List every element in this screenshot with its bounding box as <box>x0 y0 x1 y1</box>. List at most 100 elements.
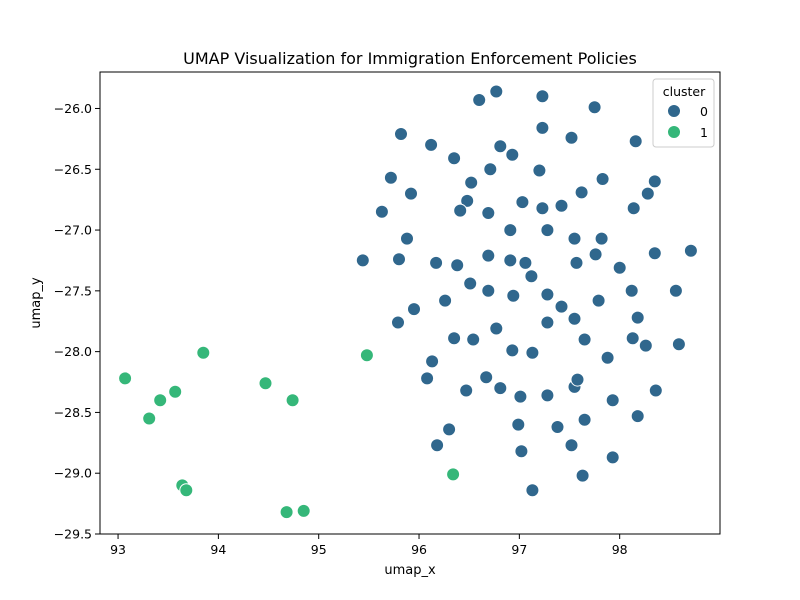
point-cluster-0-44 <box>647 246 662 261</box>
point-cluster-0-16 <box>595 172 610 186</box>
y-tick-label: −29.5 <box>54 527 92 542</box>
point-cluster-0-70 <box>600 350 615 365</box>
y-tick-label: −28.0 <box>54 344 92 359</box>
point-cluster-0-91 <box>525 483 540 498</box>
point-cluster-0-21 <box>640 186 655 201</box>
point-cluster-0-72 <box>420 371 435 386</box>
x-tick-label: 98 <box>612 542 628 557</box>
point-cluster-0-76 <box>513 389 528 404</box>
point-cluster-0-42 <box>588 247 603 262</box>
point-cluster-0-85 <box>630 409 645 424</box>
y-tick-label: −27.5 <box>54 283 92 298</box>
point-cluster-0-81 <box>648 383 663 398</box>
point-cluster-0-55 <box>438 293 453 308</box>
point-cluster-0-90 <box>605 450 620 465</box>
point-cluster-0-50 <box>540 287 555 302</box>
point-cluster-0-84 <box>577 412 592 427</box>
point-cluster-0-45 <box>683 243 698 258</box>
point-cluster-1-2 <box>153 393 168 408</box>
point-cluster-0-35 <box>392 252 406 267</box>
point-cluster-0-79 <box>570 372 585 387</box>
legend-title: cluster <box>663 84 706 99</box>
point-cluster-1-6 <box>179 483 194 498</box>
y-axis: −26.0 −26.5 −27.0 −27.5 −28.0 −28.5 −29.0 −29.5 <box>54 101 100 542</box>
point-cluster-0-61 <box>540 315 555 330</box>
point-cluster-1-12 <box>446 467 461 482</box>
point-cluster-0-46 <box>524 269 539 284</box>
point-cluster-0-63 <box>577 332 592 347</box>
point-cluster-0-71 <box>425 354 440 369</box>
chart-title: UMAP Visualization for Immigration Enfor… <box>183 49 637 68</box>
point-cluster-0-25 <box>515 195 530 210</box>
point-cluster-0-23 <box>453 203 468 218</box>
point-cluster-0-18 <box>404 186 418 201</box>
point-cluster-0-54 <box>668 283 683 298</box>
point-cluster-0-40 <box>518 255 533 270</box>
point-cluster-0-6 <box>493 139 508 154</box>
x-axis: 93 94 95 96 97 98 <box>110 534 628 557</box>
plot-frame <box>99 71 721 535</box>
point-cluster-0-89 <box>564 438 579 453</box>
point-cluster-0-87 <box>442 422 457 437</box>
point-cluster-0-2 <box>535 89 550 104</box>
y-tick-label: −29.0 <box>54 466 92 481</box>
point-cluster-0-36 <box>429 255 444 270</box>
point-cluster-0-28 <box>626 201 641 216</box>
point-cluster-0-59 <box>466 332 481 347</box>
point-cluster-0-13 <box>464 175 479 190</box>
x-tick-label: 96 <box>411 542 427 557</box>
point-cluster-0-41 <box>569 255 584 270</box>
point-cluster-0-26 <box>535 201 550 216</box>
point-cluster-1-7 <box>258 376 273 391</box>
points-layer <box>118 84 698 520</box>
y-tick-label: −26.5 <box>54 162 92 177</box>
point-cluster-0-58 <box>447 331 462 346</box>
point-cluster-0-27 <box>554 198 569 213</box>
y-tick-label: −27.0 <box>54 223 92 238</box>
y-axis-label: umap_y <box>29 277 44 329</box>
point-cluster-0-5 <box>424 137 439 152</box>
legend-marker-cluster-0 <box>667 104 681 118</box>
point-cluster-0-31 <box>540 223 555 238</box>
point-cluster-0-29 <box>400 231 414 246</box>
point-cluster-1-9 <box>279 505 294 520</box>
point-cluster-0-51 <box>554 299 569 314</box>
point-cluster-0-74 <box>479 370 494 385</box>
point-cluster-0-43 <box>612 260 627 275</box>
point-cluster-1-8 <box>285 393 300 408</box>
point-cluster-0-24 <box>481 206 496 220</box>
legend: cluster 0 1 <box>652 78 715 148</box>
point-cluster-0-9 <box>564 130 579 145</box>
point-cluster-0-37 <box>450 258 465 273</box>
point-cluster-0-77 <box>540 388 555 403</box>
point-cluster-0-60 <box>489 321 504 336</box>
point-cluster-0-14 <box>483 162 498 177</box>
x-tick-label: 93 <box>110 542 126 557</box>
point-cluster-0-39 <box>503 253 518 268</box>
point-cluster-0-15 <box>532 163 547 178</box>
point-cluster-0-57 <box>407 302 421 317</box>
legend-label-cluster-1: 1 <box>700 125 708 140</box>
point-cluster-0-80 <box>605 393 620 408</box>
point-cluster-0-4 <box>394 127 408 141</box>
point-cluster-0-0 <box>472 93 487 107</box>
point-cluster-0-19 <box>460 193 475 208</box>
point-cluster-0-66 <box>638 338 653 353</box>
point-cluster-0-3 <box>587 100 602 115</box>
point-cluster-0-1 <box>489 84 504 99</box>
point-cluster-0-20 <box>574 185 589 200</box>
legend-label-cluster-0: 0 <box>700 104 708 119</box>
point-cluster-0-52 <box>591 293 606 308</box>
x-tick-label: 97 <box>511 542 527 557</box>
point-cluster-0-68 <box>505 343 520 358</box>
point-cluster-0-73 <box>459 383 474 398</box>
point-cluster-1-10 <box>296 503 311 518</box>
point-cluster-1-1 <box>142 411 157 426</box>
point-cluster-0-32 <box>567 231 582 246</box>
y-tick-label: −26.0 <box>54 101 92 116</box>
point-cluster-0-92 <box>575 468 590 483</box>
point-cluster-0-69 <box>525 345 540 360</box>
point-cluster-0-38 <box>481 248 496 263</box>
point-cluster-0-65 <box>630 310 645 325</box>
